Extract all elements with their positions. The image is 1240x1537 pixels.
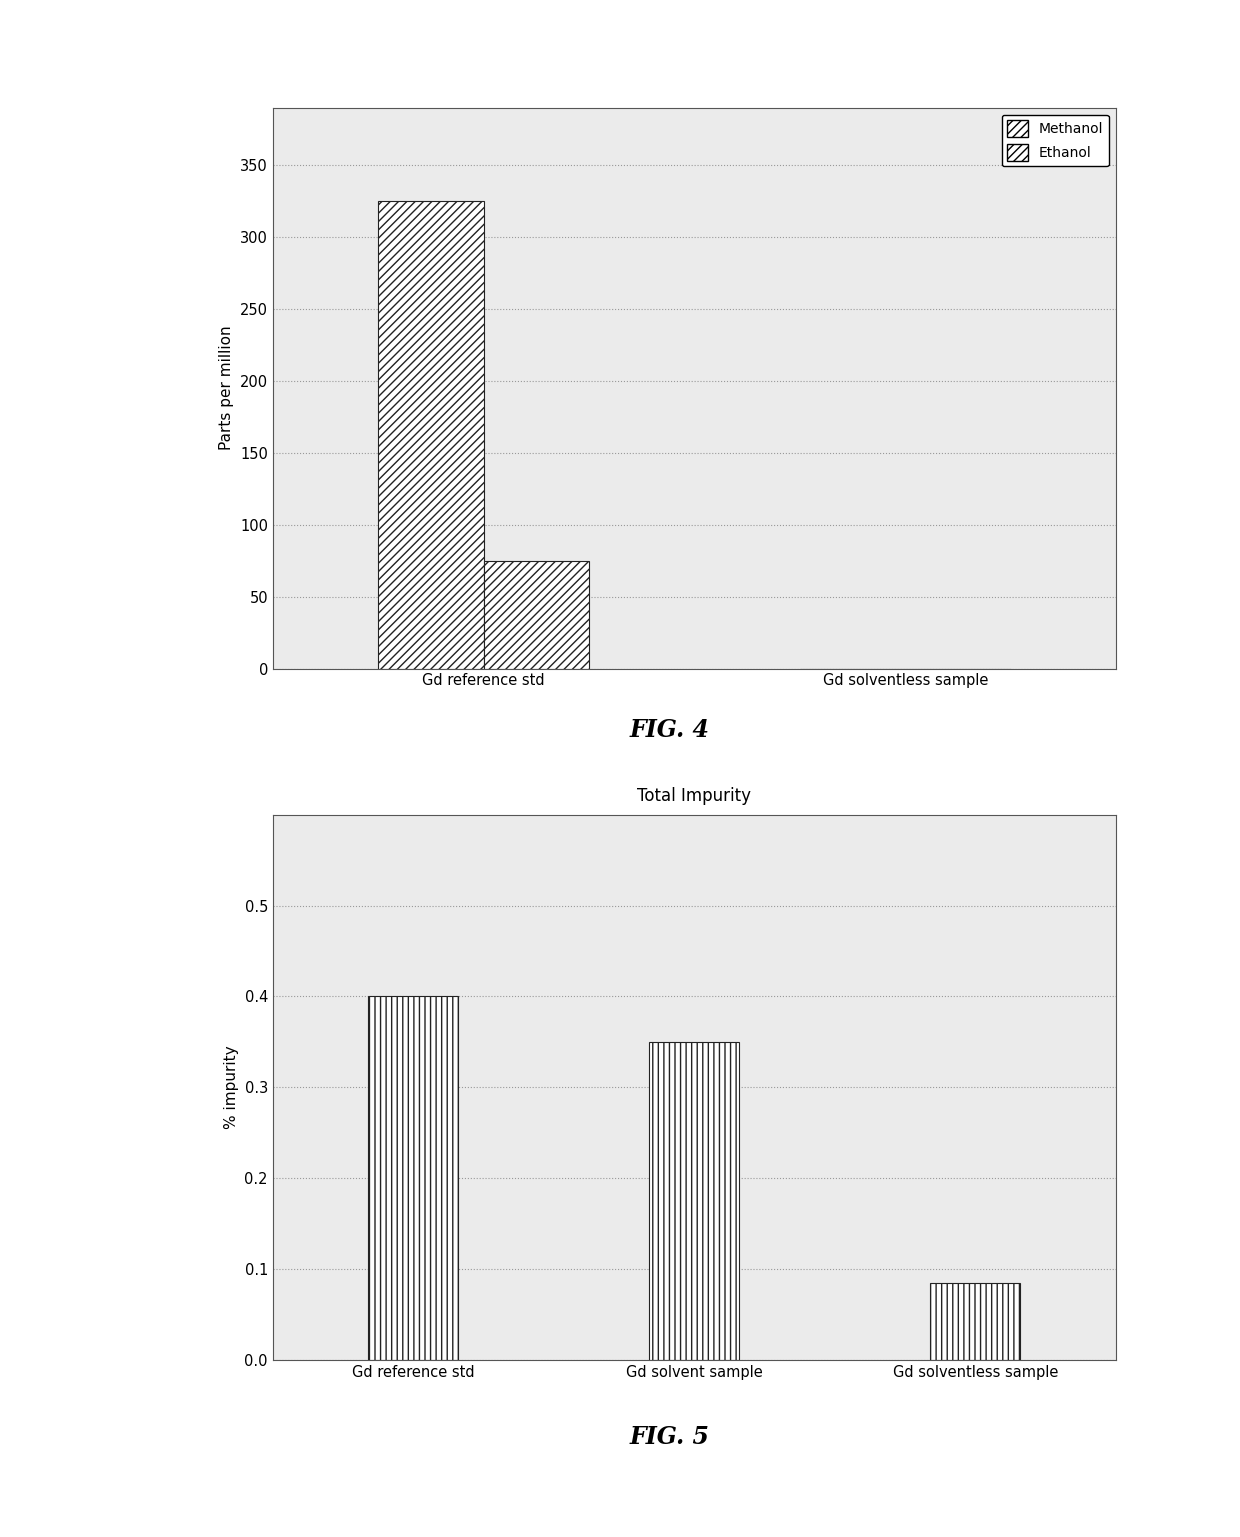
Y-axis label: Parts per million: Parts per million	[219, 326, 234, 450]
Y-axis label: % impurity: % impurity	[224, 1045, 239, 1130]
Bar	[484, 561, 589, 669]
Bar	[378, 201, 484, 669]
Title: Total Impurity: Total Impurity	[637, 787, 751, 805]
Bar	[650, 1042, 739, 1360]
Legend: Methanol, Ethanol: Methanol, Ethanol	[1002, 115, 1109, 166]
Bar	[930, 1283, 1021, 1360]
Text: FIG. 5: FIG. 5	[630, 1425, 709, 1449]
Bar	[368, 996, 459, 1360]
Text: FIG. 4: FIG. 4	[630, 718, 709, 742]
